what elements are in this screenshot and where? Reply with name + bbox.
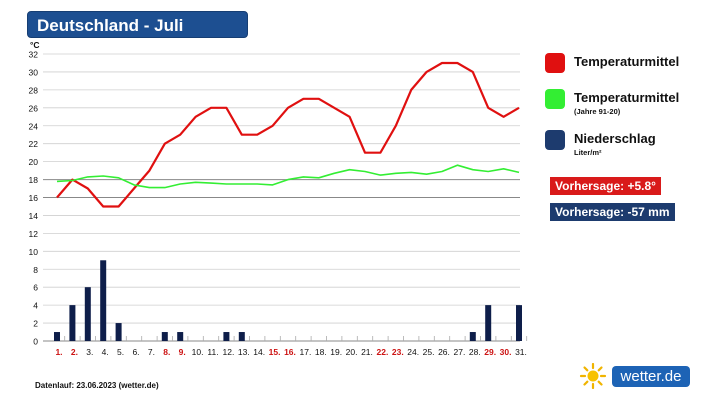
x-tick-label: 14. bbox=[253, 347, 265, 357]
y-tick-label: 22 bbox=[29, 139, 39, 149]
x-tick-label: 23. bbox=[392, 347, 404, 357]
x-tick-label: 25. bbox=[423, 347, 435, 357]
x-tick-label: 1. bbox=[55, 347, 62, 357]
x-tick-label: 3. bbox=[86, 347, 93, 357]
legend-swatch-precipitation bbox=[545, 130, 565, 150]
y-tick-label: 12 bbox=[29, 229, 39, 239]
chart-title-banner: Deutschland - Juli bbox=[27, 11, 248, 38]
precip-bar bbox=[223, 332, 230, 341]
x-tick-label: 30. bbox=[500, 347, 512, 357]
y-tick-label: 10 bbox=[29, 247, 39, 257]
x-tick-label: 4. bbox=[102, 347, 109, 357]
y-tick-label: 14 bbox=[29, 211, 39, 221]
precip-bar bbox=[238, 332, 245, 341]
x-tick-label: 19. bbox=[330, 347, 342, 357]
brand-name: wetter bbox=[620, 368, 661, 385]
x-tick-label: 8. bbox=[163, 347, 170, 357]
y-tick-label: 32 bbox=[29, 50, 39, 60]
legend-label-temperature-normal: Temperaturmittel bbox=[574, 90, 680, 105]
y-tick-label: 6 bbox=[33, 283, 38, 293]
precip-bar bbox=[516, 305, 522, 341]
y-tick-label: 20 bbox=[29, 157, 39, 167]
forecast-temperature-badge: Vorhersage: +5.8° bbox=[550, 177, 661, 195]
x-tick-label: 16. bbox=[284, 347, 296, 357]
forecast-precipitation-text: Vorhersage: -57 mm bbox=[555, 205, 670, 219]
precip-bar bbox=[161, 332, 168, 341]
x-tick-label: 15. bbox=[269, 347, 281, 357]
x-tick-label: 24. bbox=[407, 347, 419, 357]
x-tick-label: 29. bbox=[484, 347, 496, 357]
x-tick-label: 21. bbox=[361, 347, 373, 357]
y-tick-label: 0 bbox=[33, 337, 38, 347]
y-tick-label: 26 bbox=[29, 103, 39, 113]
forecast-precipitation-badge: Vorhersage: -57 mm bbox=[550, 203, 675, 221]
x-tick-label: 7. bbox=[148, 347, 155, 357]
legend-sublabel-temperature-normal: (Jahre 91-20) bbox=[574, 107, 621, 116]
chart-title: Deutschland - Juli bbox=[37, 16, 184, 35]
x-tick-label: 5. bbox=[117, 347, 124, 357]
x-tick-label: 10. bbox=[192, 347, 204, 357]
y-tick-label: 30 bbox=[29, 67, 39, 77]
legend-label-precipitation: Niederschlag bbox=[574, 131, 656, 146]
y-tick-label: 24 bbox=[29, 121, 39, 131]
x-tick-label: 13. bbox=[238, 347, 250, 357]
precip-bar bbox=[177, 332, 184, 341]
legend-label-temperature: Temperaturmittel bbox=[574, 54, 680, 69]
x-tick-label: 17. bbox=[299, 347, 311, 357]
precip-bar bbox=[100, 260, 107, 341]
precip-bar bbox=[54, 332, 60, 341]
x-tick-label: 27. bbox=[453, 347, 465, 357]
y-tick-label: 4 bbox=[33, 301, 38, 311]
x-tick-label: 9. bbox=[179, 347, 186, 357]
y-tick-label: 16 bbox=[29, 193, 39, 203]
x-tick-label: 11. bbox=[207, 347, 218, 357]
wetter-de-logo[interactable]: wetter.de bbox=[578, 362, 690, 390]
forecast-temperature-text: Vorhersage: +5.8° bbox=[555, 179, 656, 193]
sun-icon bbox=[579, 362, 607, 390]
x-tick-label: 2. bbox=[71, 347, 78, 357]
y-tick-label: 2 bbox=[33, 319, 38, 329]
precip-bar bbox=[469, 332, 476, 341]
x-tick-label: 31. bbox=[515, 347, 527, 357]
x-tick-label: 28. bbox=[469, 347, 481, 357]
precip-bar bbox=[485, 305, 492, 341]
data-run-note: Datenlauf: 23.06.2023 (wetter.de) bbox=[35, 381, 159, 390]
x-tick-label: 22. bbox=[376, 347, 388, 357]
y-tick-label: 18 bbox=[29, 175, 39, 185]
temperature-normal-line bbox=[56, 164, 520, 189]
y-tick-label: 8 bbox=[33, 265, 38, 275]
precip-bar bbox=[84, 287, 91, 341]
x-tick-label: 18. bbox=[315, 347, 327, 357]
x-tick-label: 12. bbox=[222, 347, 234, 357]
x-tick-label: 6. bbox=[132, 347, 139, 357]
brand-suffix: .de bbox=[660, 368, 682, 385]
temperature-line bbox=[56, 61, 520, 208]
brand-wordmark: wetter.de bbox=[612, 366, 690, 387]
y-axis-unit: °C bbox=[30, 40, 40, 50]
precip-bar bbox=[69, 305, 76, 341]
x-tick-label: 26. bbox=[438, 347, 450, 357]
x-tick-label: 20. bbox=[346, 347, 358, 357]
legend-sublabel-precipitation: Liter/m² bbox=[574, 148, 602, 157]
legend-swatch-temperature-normal bbox=[545, 89, 565, 109]
legend-swatch-temperature bbox=[545, 53, 565, 73]
y-tick-label: 28 bbox=[29, 85, 39, 95]
precip-bar bbox=[115, 323, 122, 341]
